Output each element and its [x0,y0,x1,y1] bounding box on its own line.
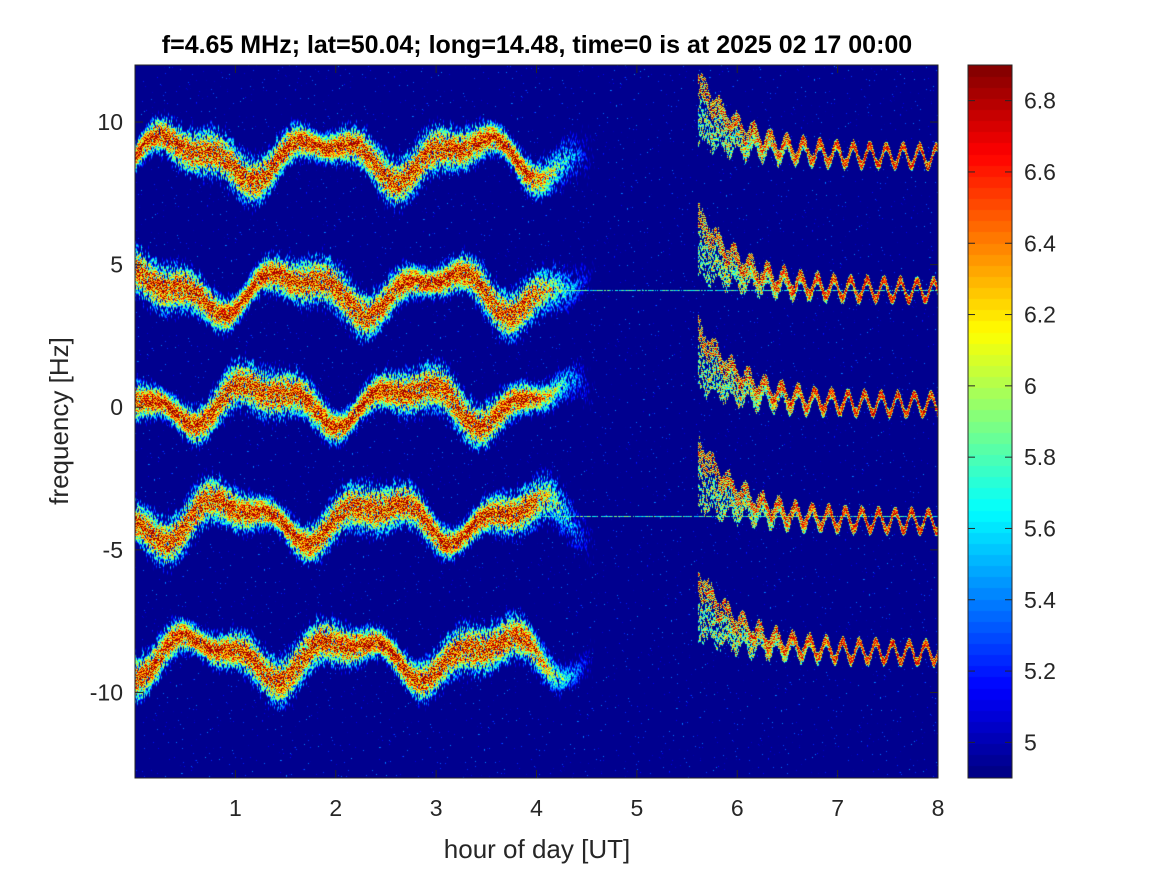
x-tick-label: 1 [229,795,242,821]
colorbar: 6.8 6.6 6.4 6.2 6 5.8 5.6 5.4 5.2 5 [967,64,1056,779]
colorbar-tick-label: 6.4 [1024,230,1056,256]
x-tick-label: 2 [329,795,342,821]
colorbar-tick-label: 6.6 [1024,159,1056,185]
colorbar-gradient [968,65,1012,778]
colorbar-tick-label: 5.6 [1024,515,1056,541]
colorbar-tick-label: 5.2 [1024,658,1056,684]
colorbar-tick-label: 6 [1024,373,1037,399]
colorbar-tick-label: 5.8 [1024,444,1056,470]
y-axis-label: frequency [Hz] [44,337,74,505]
colorbar-tick-label: 6.8 [1024,88,1056,114]
x-axis-label: hour of day [UT] [444,834,630,864]
y-tick-label: -5 [103,537,123,563]
colorbar-tick-label: 5.4 [1024,587,1056,613]
heatmap-image [135,65,938,778]
y-tick-label: 0 [110,394,123,420]
colorbar-tick-label: 6.2 [1024,302,1056,328]
x-tick-label: 4 [530,795,543,821]
heatmap-image-container [135,65,938,778]
y-tick-label: 10 [97,109,123,135]
colorbar-frame [967,64,1013,779]
colorbar-tick-label: 5 [1024,729,1037,755]
x-tick-label: 7 [831,795,844,821]
plot-area [134,64,939,779]
x-axis: 1 2 3 4 5 6 7 8 [229,65,944,821]
colorbar-ticks: 6.8 6.6 6.4 6.2 6 5.8 5.6 5.4 5.2 5 [968,88,1056,755]
x-tick-label: 3 [430,795,443,821]
y-tick-label: 5 [110,252,123,278]
x-tick-label: 8 [932,795,945,821]
y-axis: 10 5 0 -5 -10 [90,109,938,705]
y-tick-label: -10 [90,679,123,705]
chart-title: f=4.65 MHz; lat=50.04; long=14.48, time=… [162,31,912,59]
x-tick-label: 5 [630,795,643,821]
colorbar-gradient-container [968,65,1012,778]
x-tick-label: 6 [731,795,744,821]
